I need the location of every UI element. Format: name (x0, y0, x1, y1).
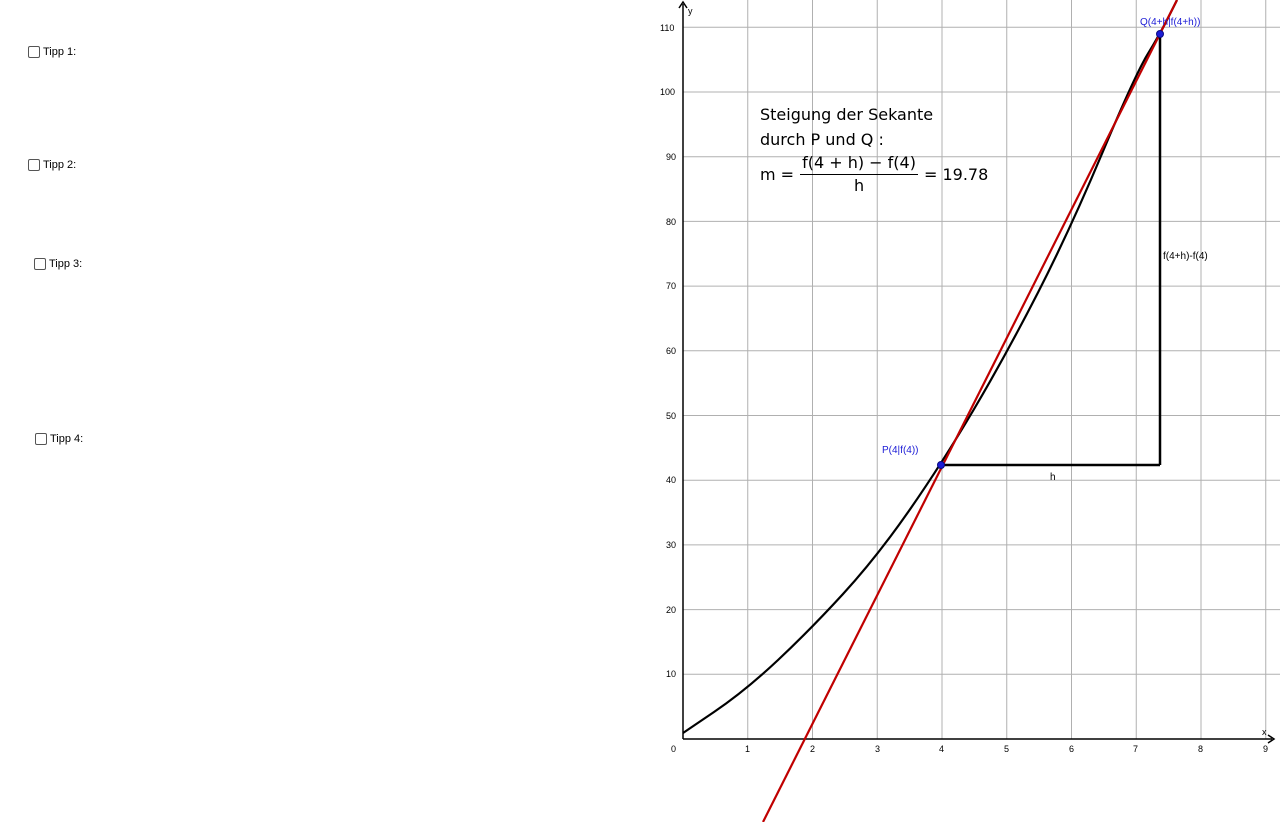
y-tick-label: 30 (666, 540, 676, 550)
formula-equation: m = f(4 + h) − f(4) h = 19.78 (760, 152, 988, 197)
formula-m-prefix: m = (760, 165, 795, 184)
h-label: h (1050, 472, 1056, 483)
y-axis-label: y (688, 6, 693, 16)
x-tick-label: 0 (671, 744, 676, 754)
y-tick-label: 10 (666, 669, 676, 679)
x-tick-label: 9 (1263, 744, 1268, 754)
y-tick-label: 80 (666, 217, 676, 227)
point-q[interactable] (1156, 30, 1164, 38)
formula-denominator: h (853, 176, 865, 195)
secant-slope-formula: Steigung der Sekante durch P und Q : m =… (760, 102, 988, 197)
checkbox-icon[interactable] (28, 159, 40, 171)
y-tick-label: 40 (666, 475, 676, 485)
x-tick-label: 4 (939, 744, 944, 754)
tipp-2-label: Tipp 2: (43, 159, 77, 171)
point-p-label: P(4|f(4)) (882, 445, 919, 456)
function-graph-f[interactable] (682, 0, 1178, 734)
secant-line[interactable] (762, 0, 1178, 822)
x-tick-label: 6 (1069, 744, 1074, 754)
tipp-4-checkbox[interactable]: Tipp 4: (35, 433, 83, 445)
tipp-1-checkbox[interactable]: Tipp 1: (28, 46, 76, 58)
point-q-label: Q(4+h|f(4+h)) (1140, 17, 1200, 28)
grid-lines (683, 0, 1280, 739)
y-tick-label: 90 (666, 152, 676, 162)
checkbox-icon[interactable] (28, 46, 40, 58)
y-tick-label: 20 (666, 605, 676, 615)
formula-fraction: f(4 + h) − f(4) h (800, 152, 918, 197)
y-tick-label: 70 (666, 281, 676, 291)
tipp-1-label: Tipp 1: (43, 46, 77, 58)
point-p[interactable] (937, 461, 945, 469)
tipp-3-label: Tipp 3: (49, 258, 83, 270)
y-tick-label: 60 (666, 346, 676, 356)
x-tick-label: 7 (1133, 744, 1138, 754)
x-axis-arrow-icon (1267, 734, 1276, 744)
tipp-2-checkbox[interactable]: Tipp 2: (28, 159, 76, 171)
x-tick-label: 5 (1004, 744, 1009, 754)
formula-result: = 19.78 (923, 165, 989, 184)
checkbox-icon[interactable] (35, 433, 47, 445)
formula-line-1: Steigung der Sekante (760, 105, 934, 124)
y-tick-label: 110 (660, 23, 674, 33)
delta-f-label: f(4+h)-f(4) (1163, 251, 1208, 262)
x-tick-label: 1 (745, 744, 750, 754)
x-tick-label: 8 (1198, 744, 1203, 754)
x-tick-label: 3 (875, 744, 880, 754)
formula-line-2: durch P und Q : (760, 130, 884, 149)
y-tick-label: 100 (660, 87, 675, 97)
axes: x y 0 1 2 3 4 5 6 7 8 9 10 20 30 40 50 6… (660, 0, 1276, 754)
tipp-3-checkbox[interactable]: Tipp 3: (34, 258, 82, 270)
x-axis-label: x (1262, 727, 1267, 737)
y-tick-label: 50 (666, 411, 676, 421)
checkbox-icon[interactable] (34, 258, 46, 270)
x-tick-label: 2 (810, 744, 815, 754)
tipp-4-label: Tipp 4: (50, 433, 84, 445)
y-axis-arrow-icon (678, 0, 688, 9)
formula-numerator: f(4 + h) − f(4) (800, 152, 918, 175)
